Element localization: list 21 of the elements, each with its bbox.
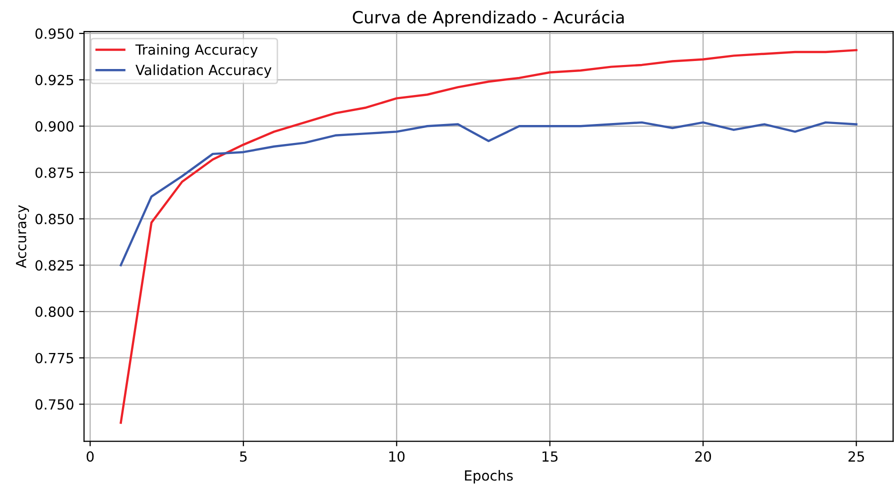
y-tick-label: 0.950 [35,28,74,39]
y-tick-label: 0.800 [35,306,74,317]
x-axis-title: Epochs [465,470,513,484]
legend-label: Training Accuracy [135,44,258,58]
y-tick-label: 0.825 [35,260,74,271]
legend-label: Validation Accuracy [136,64,272,78]
y-tick-label: 0.925 [35,74,74,86]
y-tick-label: 0.875 [35,167,74,178]
y-tick-label: 0.750 [35,399,74,410]
chart-title: Curva de Aprendizado - Acurácia [352,10,624,27]
x-tick-label: 10 [389,451,405,462]
line-series [120,121,858,266]
y-tick-label: 0.850 [35,214,74,224]
x-tick-label: 0 [86,451,94,462]
y-axis-title: Accuracy [16,205,29,268]
y-tick-label: 0.900 [35,121,74,132]
x-tick-label: 5 [240,451,247,462]
x-tick-label: 25 [848,451,864,462]
x-tick-label: 15 [542,451,558,462]
y-tick-label: 0.775 [35,352,74,364]
x-tick-label: 20 [695,451,712,462]
